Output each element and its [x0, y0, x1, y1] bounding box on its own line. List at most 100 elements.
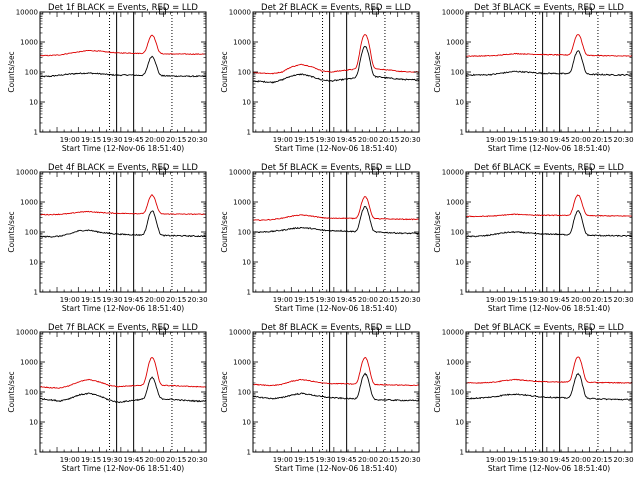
y-tick-label: 100: [25, 69, 38, 77]
x-tick-label: 20:00: [571, 456, 591, 464]
x-tick-label: 19:45: [124, 136, 144, 144]
y-tick-label: 100: [238, 69, 251, 77]
x-tick-label: 20:15: [592, 456, 612, 464]
y-axis-label: Counts/sec: [433, 51, 442, 92]
x-tick-label: 19:00: [486, 136, 506, 144]
detector-panel-9: Det 9f BLACK = Events, RED = LLD 1 10 100 10…: [433, 323, 634, 473]
y-tick-label: 1000: [20, 359, 38, 367]
y-tick-label: 100: [25, 229, 38, 237]
y-tick-label: 10: [29, 259, 38, 267]
x-tick-label: 19:30: [315, 456, 335, 464]
y-tick-label: 1: [34, 449, 38, 457]
y-tick-label: 1: [247, 449, 251, 457]
x-tick-label: 20:30: [187, 296, 207, 304]
x-axis-label: Start Time (12-Nov-06 18:51:40): [275, 304, 397, 313]
x-tick-label: 20:15: [166, 136, 186, 144]
events-series-line: [39, 210, 207, 238]
y-tick-label: 10: [455, 99, 464, 107]
events-series-line: [252, 205, 420, 235]
x-tick-label: 20:30: [613, 136, 633, 144]
panel-title: Det 4f BLACK = Events, RED = LLD: [48, 163, 198, 173]
x-tick-label: 19:30: [102, 456, 122, 464]
y-tick-label: 1000: [446, 199, 464, 207]
x-axis-label: Start Time (12-Nov-06 18:51:40): [62, 464, 184, 473]
lld-series-line: [465, 194, 633, 218]
detector-panel-4: Det 4f BLACK = Events, RED = LLD 1 10 100 10…: [7, 163, 208, 313]
x-tick-label: 19:00: [60, 136, 80, 144]
detector-panel-8: Det 8f BLACK = Events, RED = LLD 1 10 100 10…: [220, 323, 421, 473]
y-tick-label: 10000: [16, 9, 38, 17]
y-tick-label: 100: [451, 69, 464, 77]
y-tick-label: 10000: [442, 9, 464, 17]
x-tick-label: 19:45: [550, 136, 570, 144]
x-axis-label: Start Time (12-Nov-06 18:51:40): [275, 144, 397, 153]
x-tick-label: 20:30: [187, 456, 207, 464]
detector-panel-1: Det 1f BLACK = Events, RED = LLD 1 10 100 10…: [7, 3, 208, 153]
marker-box: [372, 7, 379, 15]
x-tick-label: 20:15: [166, 296, 186, 304]
panel-title: Det 7f BLACK = Events, RED = LLD: [48, 323, 198, 333]
y-axis-label: Counts/sec: [220, 371, 229, 412]
marker-box: [585, 7, 592, 15]
lld-series-line: [465, 356, 633, 384]
x-tick-label: 19:15: [81, 296, 101, 304]
x-axis-label: Start Time (12-Nov-06 18:51:40): [488, 304, 610, 313]
lld-series-line: [252, 356, 420, 387]
y-tick-label: 1000: [233, 359, 251, 367]
y-tick-label: 10: [242, 419, 251, 427]
x-tick-label: 19:00: [60, 296, 80, 304]
x-tick-label: 20:00: [358, 136, 378, 144]
x-tick-label: 20:00: [145, 456, 165, 464]
y-tick-label: 10: [29, 419, 38, 427]
x-tick-label: 19:45: [550, 456, 570, 464]
y-tick-label: 1: [460, 129, 464, 137]
marker-box: [585, 167, 592, 175]
events-series-line: [39, 55, 207, 78]
x-tick-label: 20:15: [379, 456, 399, 464]
x-tick-label: 20:30: [613, 296, 633, 304]
y-axis-label: Counts/sec: [433, 371, 442, 412]
detector-panel-3: Det 3f BLACK = Events, RED = LLD 1 10 100 10…: [433, 3, 634, 153]
y-tick-label: 10: [455, 419, 464, 427]
x-tick-label: 19:00: [273, 136, 293, 144]
y-axis-label: Counts/sec: [220, 211, 229, 252]
detector-panel-5: Det 5f BLACK = Events, RED = LLD 1 10 100 10…: [220, 163, 421, 313]
x-tick-label: 19:15: [507, 456, 527, 464]
panel-title: Det 1f BLACK = Events, RED = LLD: [48, 3, 198, 13]
y-tick-label: 100: [451, 389, 464, 397]
x-tick-label: 20:30: [187, 136, 207, 144]
x-tick-label: 20:00: [145, 296, 165, 304]
events-series-line: [465, 372, 632, 401]
x-axis-label: Start Time (12-Nov-06 18:51:40): [275, 464, 397, 473]
x-tick-label: 19:45: [550, 296, 570, 304]
y-tick-label: 1000: [233, 199, 251, 207]
x-tick-label: 20:00: [358, 456, 378, 464]
events-series-line: [465, 50, 633, 77]
x-tick-label: 19:15: [294, 136, 314, 144]
y-tick-label: 1: [247, 289, 251, 297]
y-tick-label: 10000: [229, 9, 251, 17]
marker-box: [159, 327, 166, 335]
y-tick-label: 10000: [442, 329, 464, 337]
x-tick-label: 19:00: [486, 296, 506, 304]
x-tick-label: 19:45: [337, 456, 357, 464]
y-tick-label: 1: [460, 289, 464, 297]
detector-panel-6: Det 6f BLACK = Events, RED = LLD 1 10 100 10…: [433, 163, 634, 313]
x-tick-label: 20:30: [613, 456, 633, 464]
x-tick-label: 20:15: [166, 456, 186, 464]
marker-box: [372, 327, 379, 335]
x-tick-label: 19:15: [294, 296, 314, 304]
marker-box: [585, 327, 592, 335]
lld-series-line: [252, 196, 420, 221]
x-tick-label: 19:30: [315, 136, 335, 144]
x-axis-label: Start Time (12-Nov-06 18:51:40): [62, 144, 184, 153]
y-tick-label: 10000: [229, 329, 251, 337]
y-tick-label: 10000: [229, 169, 251, 177]
y-tick-label: 1000: [446, 359, 464, 367]
x-tick-label: 19:45: [337, 296, 357, 304]
y-tick-label: 10: [242, 259, 251, 267]
y-tick-label: 100: [25, 389, 38, 397]
lld-series-line: [465, 34, 633, 57]
x-tick-label: 19:00: [60, 456, 80, 464]
marker-box: [159, 7, 166, 15]
